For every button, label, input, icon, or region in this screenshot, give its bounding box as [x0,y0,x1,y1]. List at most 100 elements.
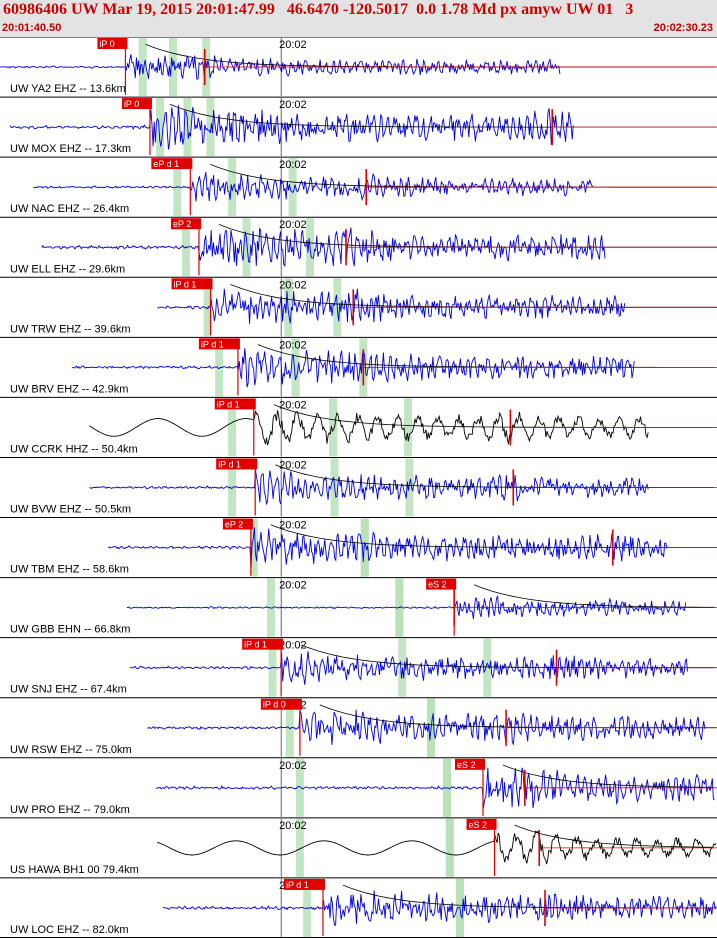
station-label: UW YA2 EHZ -- 13.6km [10,83,126,95]
pick-label-box [151,158,193,170]
pick-window [206,98,215,157]
pick-window [483,638,492,697]
station-label: US HAWA BH1 00 79.4km [10,864,139,876]
pick-label: eP 2 [225,520,243,530]
seismogram-plot: 20:02 iP 0 UW YA2 EHZ -- 13.6km 20:02 iP 0 UW… [0,37,717,938]
waveform-trace [157,830,717,865]
waveform-trace [89,410,649,446]
waveform-trace [33,171,594,202]
pick-label-box [216,458,258,470]
station-label: UW SNJ EHZ -- 67.4km [10,684,127,696]
minute-tick-label: 20:02 [279,99,307,111]
pick-label: iP d 0 [263,700,286,710]
waveform-trace [41,227,606,267]
pick-window [228,398,237,457]
trace-row: 20:02 eS 2 UW PRO EHZ -- 79.0km [0,757,717,817]
pick-window [405,458,414,517]
waveform-trace [129,651,688,685]
pick-label-box [214,398,256,410]
pick-label: iP d 1 [174,279,197,289]
coda-decay-curve [273,404,712,428]
station-label: UW PRO EHZ -- 79.0km [10,804,130,816]
pick-window [215,338,224,397]
station-label: UW BVW EHZ -- 50.5km [10,504,131,516]
coda-decay-curve [502,764,713,788]
minute-tick-label: 20:02 [279,580,307,592]
station-label: UW RSW EHZ -- 75.0km [10,744,132,756]
pick-window [445,818,454,877]
minute-tick-label: 20:02 [279,279,307,291]
waveform-trace [126,595,687,620]
pick-label: iP 0 [124,99,139,109]
event-header: 60986406 UW Mar 19, 2015 20:01:47.99 46.… [0,0,717,37]
pick-label: iP d 1 [217,399,240,409]
waveform-trace [162,890,717,926]
end-time-label: 20:02:30.23 [653,22,713,34]
trace-row: 20:02 iP d 1 UW SNJ EHZ -- 67.4km [0,637,717,697]
pick-window [169,38,178,97]
station-label: UW ELL EHZ -- 29.6km [10,263,125,275]
pick-window [291,338,300,397]
coda-decay-curve [514,824,713,848]
coda-decay-curve [474,584,715,608]
pick-window [228,458,237,517]
pick-label-box [260,698,302,710]
pick-window [404,398,413,457]
pick-label: eP 2 [173,219,191,229]
waveform-trace [155,767,715,809]
trace-row: 20:02 iP d 1 UW CCRK HHZ -- 50.4km [0,396,717,457]
station-label: UW MOX EHZ -- 17.3km [10,143,131,155]
waveform-trace [107,527,668,568]
pick-label-box [466,818,497,830]
pick-window [329,398,338,457]
pick-window [203,278,212,337]
pick-window [288,158,297,217]
pick-window [285,698,294,757]
pick-window [156,98,165,157]
pick-label: iP d 1 [201,339,224,349]
minute-tick-label: 20:02 [279,399,307,411]
station-label: UW GBB EHN -- 66.8km [10,624,130,636]
pick-label-box [121,98,152,110]
minute-tick-label: 20:02 [279,640,307,652]
pick-window [173,158,182,217]
pick-label: eS 2 [457,760,476,770]
trace-row: 20:02 eP 2 UW TBM EHZ -- 58.6km [0,517,717,577]
trace-row: 20:02 iP 0 UW MOX EHZ -- 17.3km [0,96,717,157]
pick-label: iP d 1 [286,880,309,890]
waveform-trace [9,105,574,150]
station-label: UW BRV EHZ -- 42.9km [10,383,128,395]
pick-label: iP d 1 [244,640,267,650]
pick-label: iP d 1 [218,459,241,469]
pick-label-box [171,278,213,290]
pick-label-box [426,578,457,590]
start-time-label: 20:01:40.50 [2,22,62,34]
waveform-trace [157,288,626,324]
waveform-trace [0,54,561,80]
pick-window [242,218,251,277]
pick-label-box [198,338,240,350]
pick-window [295,818,304,877]
pick-window [267,578,276,637]
station-label: UW TRW EHZ -- 39.6km [10,323,131,335]
pick-window [360,518,369,577]
trace-row: 20:02 eP d 1 UW NAC EHZ -- 26.4km [0,156,717,217]
trace-row: 20:02 eP 2 UW ELL EHZ -- 29.6km [0,216,717,277]
trace-row: 20:02 eS 2 UW GBB EHN -- 66.8km [0,577,717,637]
minute-tick-label: 20:02 [279,339,307,351]
trace-row: 20:02 iP d 1 UW TRW EHZ -- 39.6km [0,276,717,337]
trace-row: 20:02 iP d 1 UW BRV EHZ -- 42.9km [0,336,717,397]
trace-row: 20:02 iP 0 UW YA2 EHZ -- 13.6km [0,37,717,97]
pick-label: eP d 1 [153,159,179,169]
pick-label-box [170,218,201,230]
station-label: UW NAC EHZ -- 26.4km [10,203,129,215]
coda-decay-curve [257,344,714,368]
minute-tick-label: 20:02 [279,760,307,772]
trace-row: 20:02 eS 2 US HAWA BH1 00 79.4km [0,817,717,877]
station-label: UW CCRK HHZ -- 50.4km [10,443,138,455]
minute-tick-label: 20:02 [279,159,307,171]
pick-label-box [283,878,325,890]
pick-label: eS 2 [428,580,447,590]
minute-tick-label: 20:02 [279,459,307,471]
